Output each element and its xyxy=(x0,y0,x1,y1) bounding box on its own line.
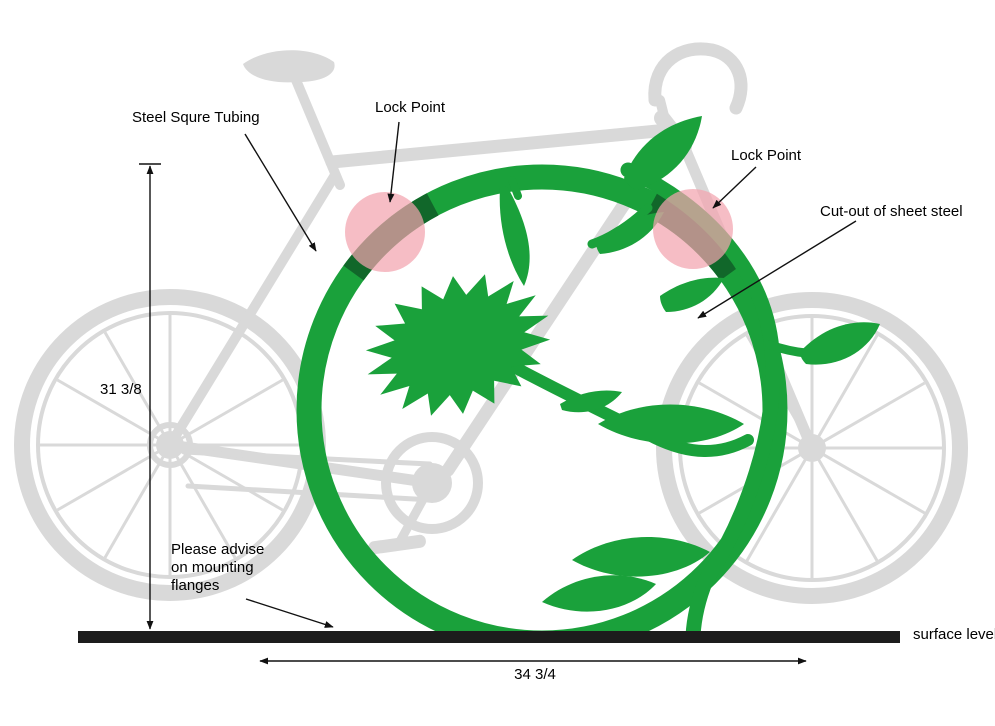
label-lock-point-left: Lock Point xyxy=(375,99,446,116)
arrow-lock-right xyxy=(712,166,757,209)
lock-highlight-left xyxy=(345,192,425,272)
leaf-upper-inner-1 xyxy=(596,212,664,254)
label-width-dimension: 34 3/4 xyxy=(514,666,556,683)
label-mounting-line2: on mounting xyxy=(171,559,254,576)
rear-hub xyxy=(156,431,184,459)
rack-leaves xyxy=(365,116,880,612)
crank-hub xyxy=(412,463,452,503)
ground-bar xyxy=(78,631,900,643)
leaf-top-right xyxy=(624,116,702,190)
chain-bottom xyxy=(185,483,435,503)
label-lock-point-right: Lock Point xyxy=(731,147,802,164)
label-steel-tubing: Steel Squre Tubing xyxy=(132,109,260,126)
label-mounting-line3: flanges xyxy=(171,577,220,594)
arrow-cutout xyxy=(697,220,857,319)
arrow-steel-tubing xyxy=(244,133,317,252)
lock-highlight-right xyxy=(653,189,733,269)
leaf-hanging-top xyxy=(499,186,530,286)
pedal xyxy=(368,534,426,555)
handlebar xyxy=(648,42,748,115)
label-mounting: Please advise on mounting flanges xyxy=(171,541,264,595)
leaf-on-stem xyxy=(560,390,622,413)
saddle xyxy=(243,50,335,83)
leaf-lowest xyxy=(542,575,656,612)
lock-highlights xyxy=(345,189,733,272)
sunflower xyxy=(365,274,551,416)
label-surface-level: surface level xyxy=(913,626,995,643)
label-cutout: Cut-out of sheet steel xyxy=(820,203,963,220)
leaf-outer-right xyxy=(800,322,880,365)
arrow-mounting xyxy=(245,598,334,628)
leaf-lower xyxy=(572,537,710,577)
leaf-mid xyxy=(598,404,744,444)
annotation-arrows xyxy=(139,121,857,665)
arrow-lock-left xyxy=(387,121,400,203)
bike-rack xyxy=(296,116,880,636)
label-mounting-line1: Please advise xyxy=(171,541,265,558)
chainring xyxy=(381,432,483,534)
front-hub xyxy=(798,434,826,462)
label-height-dimension: 31 3/8 xyxy=(100,381,142,398)
leaf-upper-inner-2 xyxy=(660,277,724,312)
bike-solids xyxy=(156,50,826,555)
